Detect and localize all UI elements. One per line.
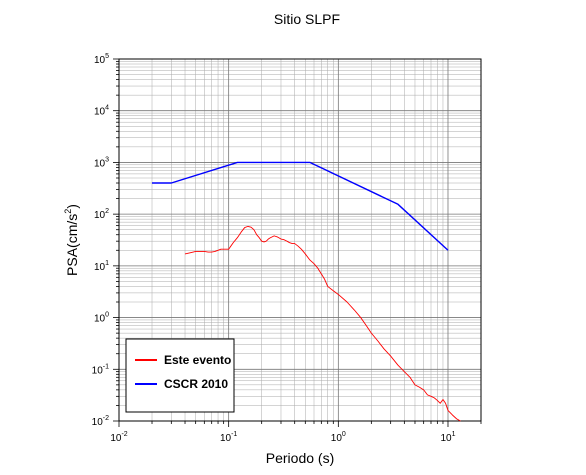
legend-label-este-evento: Este evento — [164, 353, 231, 367]
legend-box — [125, 338, 235, 413]
x-tick-label: 10-1 — [220, 431, 237, 444]
series-line-este-evento — [184, 225, 461, 422]
y-tick-label: 105 — [94, 53, 109, 66]
chart-title: Sitio SLPF — [274, 11, 340, 27]
y-axis-label: PSA(cm/s2) — [63, 204, 80, 276]
series-layer — [152, 161, 461, 422]
y-tick-label: 100 — [94, 312, 109, 325]
y-tick-label: 10-1 — [92, 363, 109, 376]
x-tick-labels: 10-2 10-1 100 101 — [110, 431, 455, 444]
x-tick-label: 10-2 — [110, 431, 127, 444]
plot-frame — [118, 58, 482, 422]
x-tick-label: 100 — [331, 431, 346, 444]
legend: Este evento CSCR 2010 — [125, 338, 235, 413]
legend-label-cscr-2010: CSCR 2010 — [164, 377, 228, 391]
grid-minor — [119, 59, 482, 421]
y-tick-label: 10-2 — [92, 415, 109, 428]
series-line-cscr-2010 — [152, 161, 449, 251]
y-tick-label: 101 — [94, 260, 109, 273]
y-tick-labels: 10-2 10-1 100 101 102 103 104 105 — [92, 53, 109, 428]
y-tick-label: 103 — [94, 156, 109, 169]
y-axis-label-main: PSA(cm/s — [64, 214, 80, 276]
y-tick-label: 102 — [94, 208, 109, 221]
x-axis-label: Periodo (s) — [266, 450, 334, 466]
y-tick-label: 104 — [94, 105, 109, 118]
y-axis-label-close: ) — [64, 204, 80, 209]
x-tick-label: 101 — [440, 431, 455, 444]
y-axis-label-sup: 2 — [63, 209, 73, 214]
